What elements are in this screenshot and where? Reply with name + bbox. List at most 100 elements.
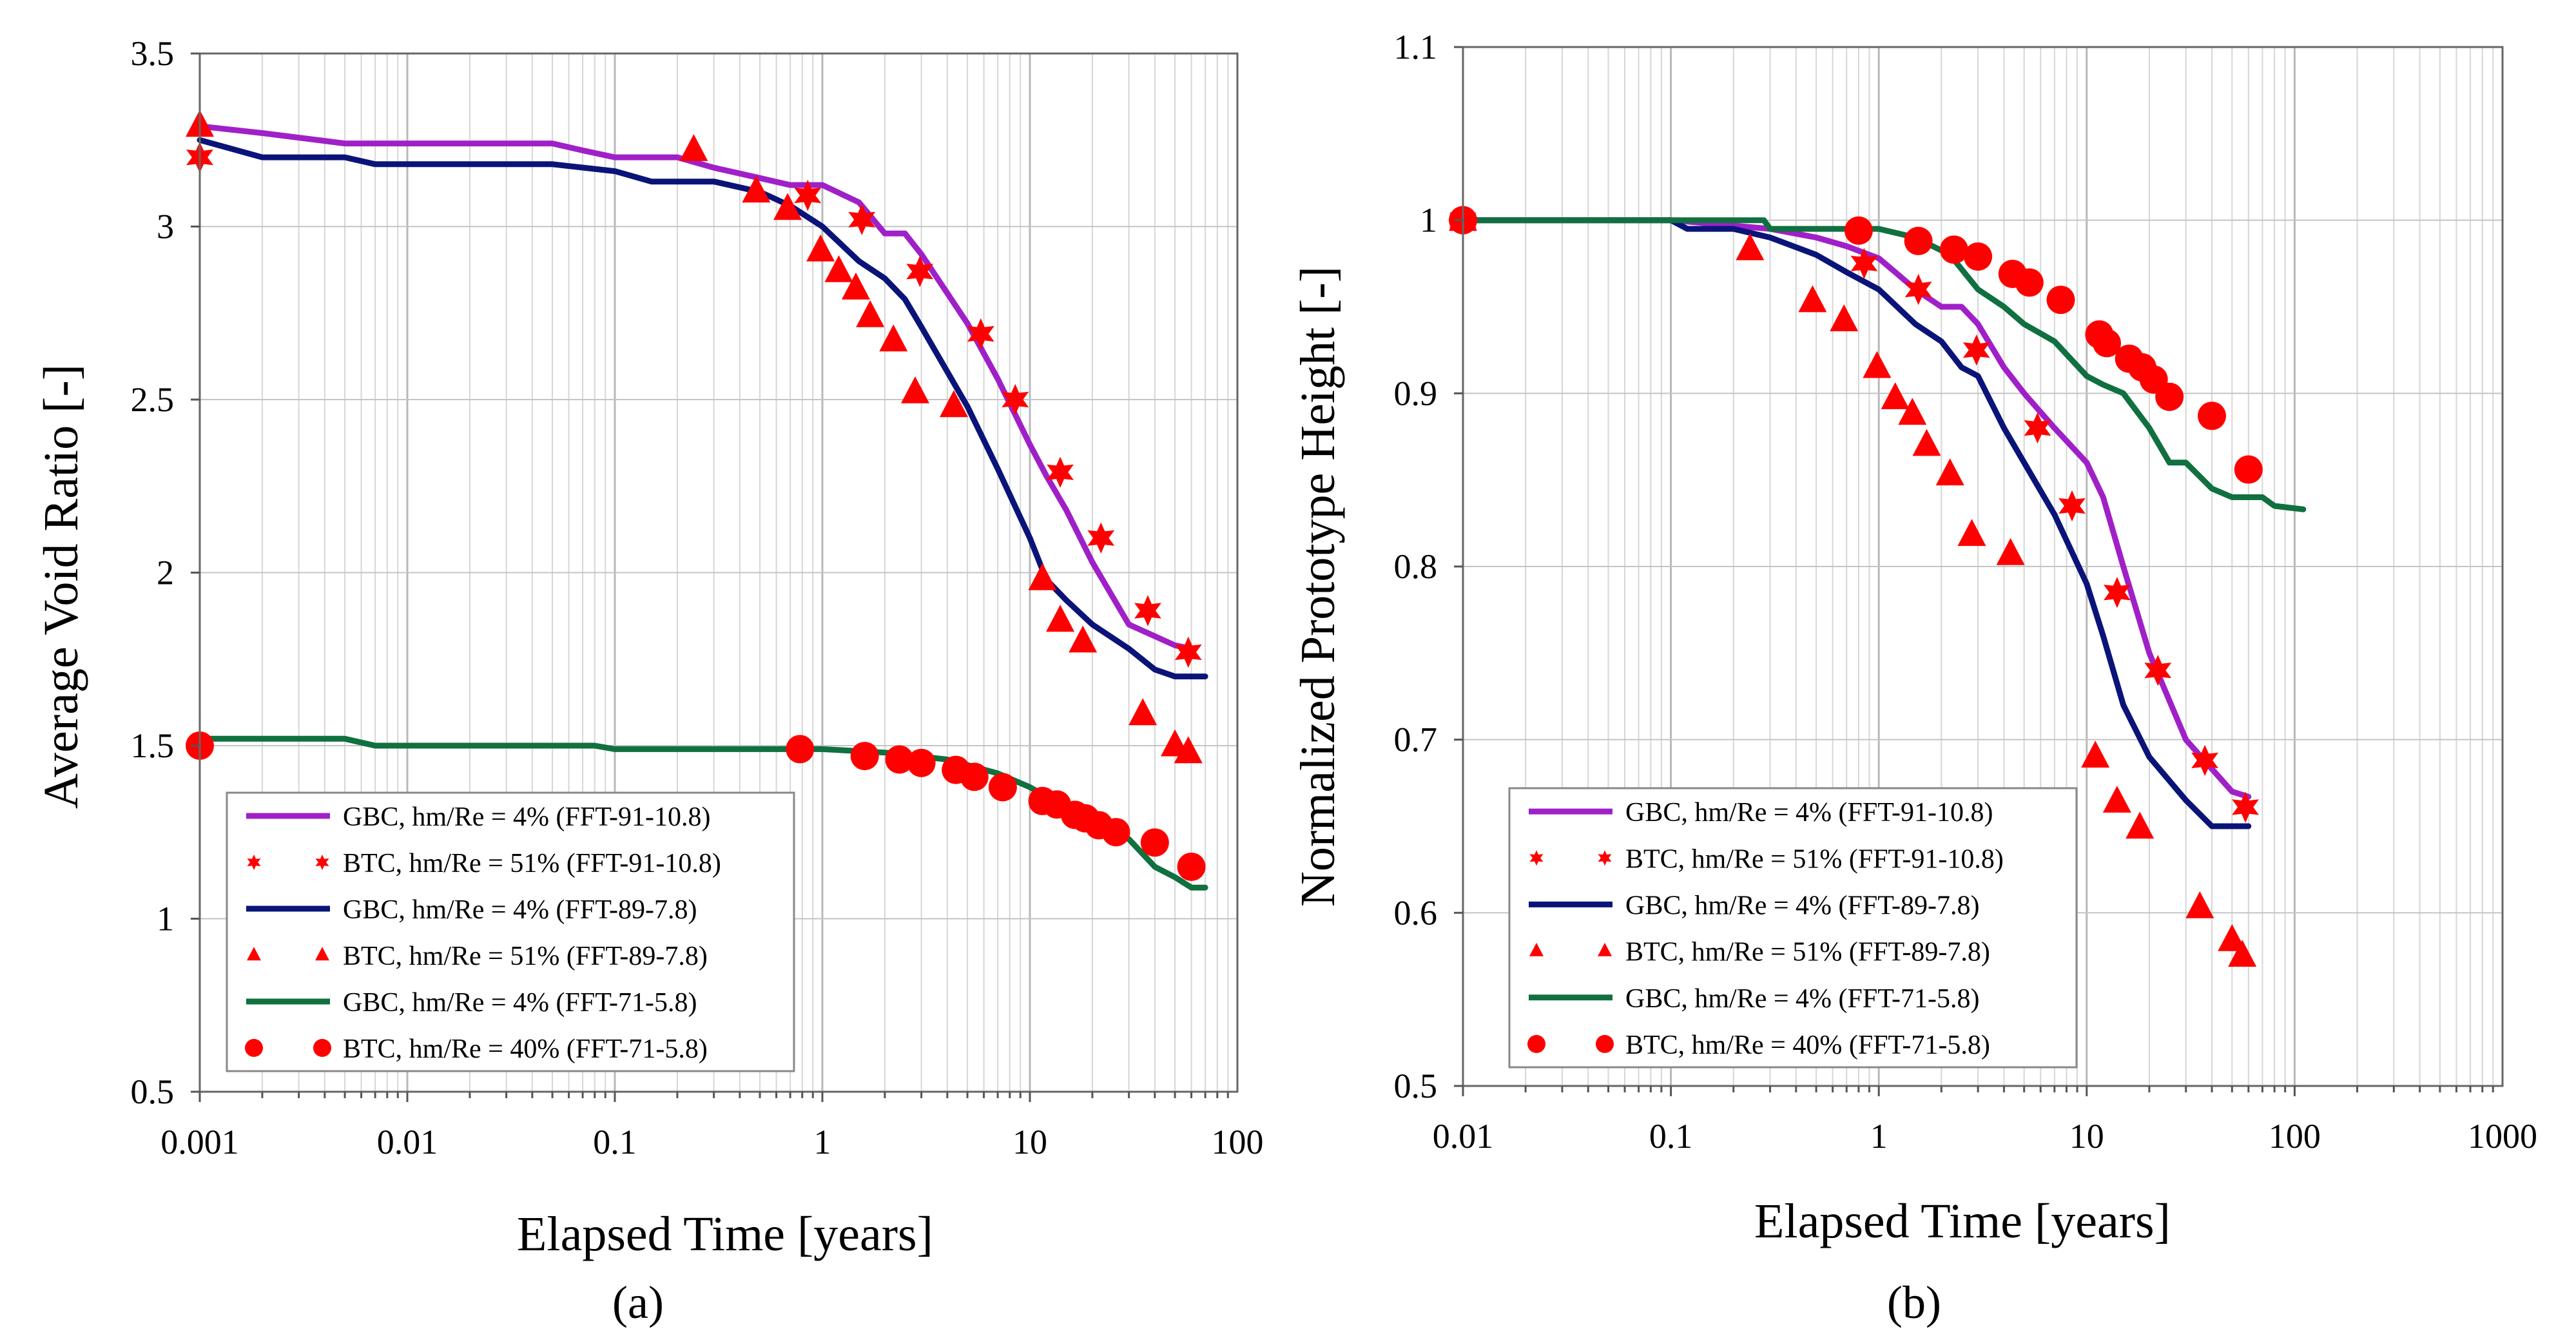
data-point	[2218, 924, 2247, 951]
x-tick-label: 1	[814, 1123, 831, 1161]
data-point	[824, 255, 853, 282]
legend-entry-label: GBC, hm/Re = 4% (FFT-91-10.8)	[1625, 798, 1993, 828]
data-point	[988, 773, 1017, 802]
chart-b-xlabel: Elapsed Time [years]	[1754, 1194, 2171, 1248]
legend-swatch-marker	[315, 947, 329, 961]
chart-b-ylabel: Normalized Prototype Height [-]	[1291, 266, 1345, 907]
y-tick-label: 0.7	[1394, 721, 1438, 759]
legend-swatch-marker	[1529, 850, 1544, 866]
x-tick-label: 1	[1870, 1117, 1888, 1156]
series-line	[1460, 217, 2307, 512]
chart-b-lines	[1460, 217, 2307, 829]
data-point	[1996, 537, 2025, 565]
y-tick-label: 1	[157, 900, 174, 938]
legend-box	[1508, 787, 2078, 1069]
data-point	[1844, 216, 1873, 245]
data-point	[967, 318, 994, 350]
chart-a-panel-label: (a)	[612, 1277, 664, 1328]
chart-a-markers	[186, 110, 1206, 881]
x-tick-label: 0.1	[1649, 1117, 1693, 1156]
legend-entry-label: GBC, hm/Re = 4% (FFT-89-7.8)	[343, 895, 697, 925]
data-point	[806, 234, 835, 262]
x-tick-label: 10	[2069, 1117, 2104, 1156]
data-point	[2046, 286, 2075, 315]
data-point	[773, 193, 802, 220]
data-point	[1964, 242, 1993, 271]
data-point	[2198, 402, 2227, 431]
data-point	[679, 134, 708, 161]
x-tick-label: 100	[2269, 1117, 2321, 1156]
data-point	[1177, 852, 1206, 881]
data-point	[742, 175, 771, 203]
data-point	[1069, 625, 1098, 653]
data-point	[906, 256, 934, 287]
data-point	[2093, 329, 2122, 358]
y-tick-label: 2	[157, 554, 174, 592]
y-tick-label: 1.5	[131, 726, 175, 765]
legend-entry-label: GBC, hm/Re = 4% (FFT-89-7.8)	[1625, 891, 1980, 920]
data-point	[2024, 412, 2051, 444]
data-point	[879, 324, 908, 352]
data-point	[1046, 605, 1075, 632]
chart-b-panel-label: (b)	[1887, 1277, 1941, 1328]
data-point	[786, 735, 815, 764]
legend-entry-label: BTC, hm/Re = 51% (FFT-89-7.8)	[343, 942, 708, 971]
data-point	[1140, 828, 1169, 857]
data-point	[1174, 736, 1203, 764]
data-point	[1047, 456, 1074, 488]
y-tick-label: 0.5	[131, 1072, 175, 1111]
data-point	[907, 748, 936, 777]
legend-entry-label: GBC, hm/Re = 4% (FFT-71-5.8)	[343, 988, 697, 1018]
x-tick-label: 1000	[2468, 1117, 2537, 1156]
data-point	[2234, 455, 2263, 484]
data-point	[1174, 636, 1202, 668]
data-point	[1962, 334, 1990, 366]
x-tick-label: 0.001	[160, 1123, 239, 1161]
chart-b-ticks: 0.5 0.6 0.7 0.8 0.9 1 1.1 0.01 0.1 1 10 100 1000	[1394, 28, 2538, 1156]
data-point	[1736, 233, 1765, 260]
series-line	[1460, 217, 2252, 829]
data-point	[1912, 429, 1941, 456]
chart-a-xlabel: Elapsed Time [years]	[517, 1207, 933, 1261]
data-point	[1101, 818, 1130, 847]
series-line	[197, 123, 1195, 652]
x-tick-label: 0.01	[1433, 1117, 1494, 1156]
legend-entry-label: BTC, hm/Re = 51% (FFT-89-7.8)	[1625, 938, 1990, 967]
data-point	[1850, 247, 1878, 279]
legend-entry-label: GBC, hm/Re = 4% (FFT-71-5.8)	[1625, 984, 1980, 1014]
data-point	[2155, 382, 2184, 411]
data-point	[1863, 351, 1892, 378]
legend-swatch-marker	[247, 947, 261, 961]
chart-a-legend: GBC, hm/Re = 4% (FFT-91-10.8) BTC, hm/Re …	[226, 791, 795, 1072]
data-point	[2104, 577, 2131, 608]
legend-swatch-marker	[1596, 1034, 1614, 1053]
chart-a-panel: 0.5 1 1.5 2 2.5 3 3.5 0.001 0.01 0.1 1 10 100 GBC, h…	[34, 34, 1264, 1328]
legend-entry-label: BTC, hm/Re = 40% (FFT-71-5.8)	[1625, 1031, 1990, 1060]
x-tick-label: 10	[1012, 1123, 1047, 1161]
data-point	[1002, 383, 1029, 416]
data-point	[1830, 304, 1859, 331]
chart-b-panel: 0.5 0.6 0.7 0.8 0.9 1 1.1 0.01 0.1 1 10 100 1000 GBC…	[1291, 28, 2537, 1328]
data-point	[1881, 382, 1910, 409]
data-point	[856, 300, 885, 327]
data-point	[2102, 786, 2131, 813]
legend-swatch-marker	[313, 1039, 331, 1057]
y-tick-label: 0.5	[1394, 1067, 1438, 1105]
x-tick-label: 100	[1212, 1123, 1264, 1161]
legend-swatch-marker	[247, 854, 261, 871]
data-point	[2058, 490, 2086, 522]
data-point	[901, 376, 929, 403]
data-point	[2232, 791, 2259, 823]
legend-swatch-marker	[1598, 942, 1612, 956]
chart-a-ylabel: Average Void Ratio [-]	[34, 364, 88, 809]
data-point	[885, 745, 914, 774]
data-point	[1028, 563, 1057, 590]
chart-a-ticks: 0.5 1 1.5 2 2.5 3 3.5 0.001 0.01 0.1 1 10 100	[131, 34, 1264, 1161]
y-tick-label: 1	[1420, 201, 1437, 240]
data-point	[1134, 595, 1161, 626]
data-point	[1087, 522, 1115, 554]
legend-swatch-marker	[315, 854, 329, 871]
y-tick-label: 0.8	[1394, 547, 1438, 586]
data-point	[1935, 458, 1964, 486]
